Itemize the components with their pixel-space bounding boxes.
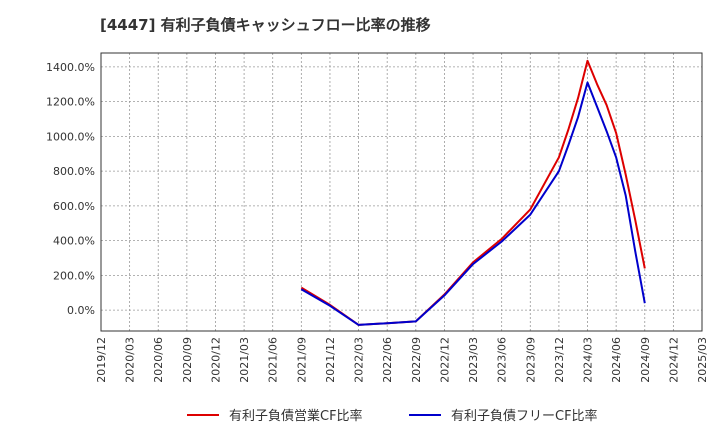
x-tick-label: 2020/12 (209, 337, 222, 383)
y-tick-label: 200.0% (53, 269, 95, 282)
x-tick-label: 2020/03 (124, 337, 137, 383)
y-tick-label: 1000.0% (46, 130, 95, 143)
x-tick-label: 2024/06 (610, 337, 623, 383)
x-tick-label: 2022/06 (381, 337, 394, 383)
y-axis-ticks: 0.0% 200.0% 400.0% 600.0% 800.0% 1000.0% 1200.… (46, 61, 95, 317)
legend: 有利子負債営業CF比率 有利子負債フリーCF比率 (187, 408, 598, 424)
series-line-2 (300, 81, 646, 326)
grid (100, 53, 703, 331)
x-tick-label: 2022/12 (438, 337, 451, 383)
x-tick-label: 2021/09 (295, 337, 308, 383)
x-tick-label: 2024/03 (582, 337, 595, 383)
chart-title: [4447] 有利子負債キャッシュフロー比率の推移 (100, 16, 431, 34)
x-tick-label: 2021/12 (324, 337, 337, 383)
plot-frame (100, 52, 703, 332)
y-tick-label: 0.0% (67, 304, 95, 317)
y-tick-label: 400.0% (53, 235, 95, 248)
x-tick-label: 2023/03 (467, 337, 480, 383)
x-tick-label: 2022/03 (353, 337, 366, 383)
y-tick-label: 1400.0% (46, 61, 95, 74)
x-tick-label: 2020/09 (181, 337, 194, 383)
x-tick-label: 2021/03 (238, 337, 251, 383)
series-lines (300, 59, 646, 326)
x-tick-label: 2023/09 (524, 337, 537, 383)
x-tick-label: 2023/12 (553, 337, 566, 383)
x-tick-label: 2024/09 (639, 337, 652, 383)
x-tick-label: 2021/06 (267, 337, 280, 383)
x-tick-label: 2019/12 (95, 337, 108, 383)
x-tick-label: 2023/06 (496, 337, 509, 383)
x-tick-label: 2025/03 (696, 337, 709, 383)
x-axis-ticks: 2019/12 2020/03 2020/06 2020/09 2020/12 2021/… (95, 337, 709, 383)
x-tick-label: 2022/09 (410, 337, 423, 383)
y-tick-label: 1200.0% (46, 96, 95, 109)
legend-label-1: 有利子負債営業CF比率 (229, 408, 363, 424)
x-tick-label: 2024/12 (667, 337, 680, 383)
legend-label-2: 有利子負債フリーCF比率 (451, 408, 598, 424)
y-tick-label: 800.0% (53, 165, 95, 178)
y-tick-label: 600.0% (53, 200, 95, 213)
x-tick-label: 2020/06 (152, 337, 165, 383)
